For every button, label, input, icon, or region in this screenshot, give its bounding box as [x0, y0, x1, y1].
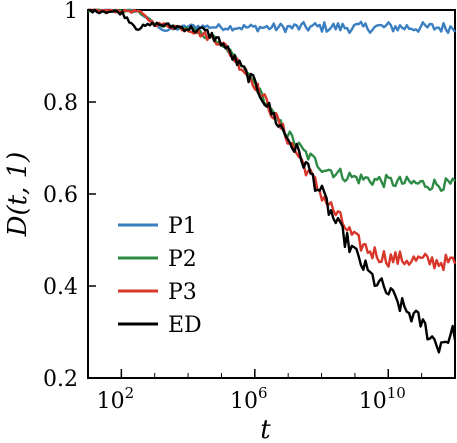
x-axis-label: t — [260, 415, 271, 443]
legend-label-ed: ED — [168, 313, 202, 338]
x-tick-label: 106 — [230, 384, 268, 414]
y-tick-label: 0.4 — [43, 275, 78, 300]
ticks-group: 0.2 0.4 0.6 0.8 1 102 106 1010 — [43, 0, 456, 414]
legend-label-p1: P1 — [168, 214, 197, 239]
series-line-p3 — [88, 8, 457, 272]
legend: P1 P2 P3 ED — [118, 214, 202, 338]
legend-label-p3: P3 — [168, 280, 197, 305]
x-tick-label: 1010 — [359, 384, 406, 414]
y-tick-label: 0.8 — [43, 91, 78, 116]
series-line-p2 — [87, 8, 456, 193]
y-tick-label: 0.2 — [43, 367, 78, 392]
y-tick-label: 0.6 — [43, 183, 78, 208]
series-group — [87, 8, 457, 354]
y-axis-label: D(t, 1) — [3, 152, 33, 238]
y-tick-label: 1 — [64, 0, 78, 24]
legend-label-p2: P2 — [168, 247, 197, 272]
series-line-ed — [88, 8, 457, 354]
x-tick-label: 102 — [97, 384, 135, 414]
